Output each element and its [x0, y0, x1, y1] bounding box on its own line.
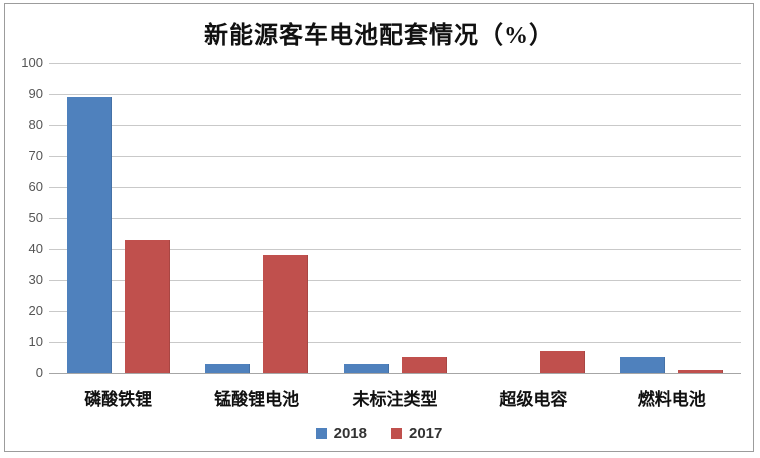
y-tick-label: 30 — [28, 272, 43, 287]
legend-swatch-2017 — [391, 428, 402, 439]
gridline — [49, 187, 741, 188]
gridline — [49, 63, 741, 64]
legend-label-2018: 2018 — [333, 425, 367, 442]
gridline — [49, 156, 741, 157]
bar-2017-锰酸锂电池[interactable] — [263, 255, 309, 373]
chart-window: 新能源客车电池配套情况（%） 2018 2017 0 10 20 30 40 50 60 70… — [4, 3, 754, 452]
bar-2018-锰酸锂电池[interactable] — [205, 364, 251, 373]
category-label-5: 燃料电池 — [637, 390, 706, 409]
bar-group-3 — [343, 63, 447, 373]
y-tick-label: 0 — [35, 365, 43, 380]
category-label-4: 超级电容 — [499, 390, 568, 409]
y-tick-label: 20 — [28, 303, 43, 318]
bar-2017-超级电容[interactable] — [539, 351, 585, 373]
bar-2017-未标注类型[interactable] — [401, 357, 447, 373]
y-tick-label: 100 — [21, 55, 43, 70]
legend-label-2017: 2017 — [409, 425, 443, 442]
y-tick-label: 10 — [28, 334, 43, 349]
gridline — [49, 249, 741, 250]
bar-group-1 — [66, 63, 170, 373]
gridline — [49, 94, 741, 95]
y-tick-label: 80 — [28, 117, 43, 132]
y-tick-label: 90 — [28, 86, 43, 101]
bar-group-4 — [482, 63, 585, 373]
legend-item-2018: 2018 — [315, 425, 367, 442]
bar-2018-磷酸铁锂[interactable] — [66, 97, 112, 373]
category-label-3: 未标注类型 — [352, 390, 438, 409]
gridline — [49, 280, 741, 281]
bar-2017-燃料电池[interactable] — [678, 370, 724, 373]
gridline — [49, 218, 741, 219]
y-tick-label: 50 — [28, 210, 43, 225]
y-tick-label: 70 — [28, 148, 43, 163]
legend: 2018 2017 — [5, 425, 753, 442]
chart-title: 新能源客车电池配套情况（%） — [204, 23, 554, 49]
bar-2018-未标注类型[interactable] — [343, 364, 389, 373]
y-tick-label: 40 — [28, 241, 43, 256]
y-tick-label: 60 — [28, 179, 43, 194]
category-label-2: 锰酸锂电池 — [214, 390, 300, 409]
bar-group-2 — [205, 63, 309, 373]
gridline — [49, 311, 741, 312]
bar-group-5 — [620, 63, 724, 373]
bar-2018-燃料电池[interactable] — [620, 357, 666, 373]
gridline — [49, 342, 741, 343]
x-axis-line — [49, 373, 741, 374]
gridline — [49, 125, 741, 126]
legend-item-2017: 2017 — [391, 425, 442, 442]
bar-2017-磷酸铁锂[interactable] — [124, 240, 170, 373]
legend-swatch-2018 — [315, 428, 327, 439]
category-label-1: 磷酸铁锂 — [84, 390, 153, 409]
